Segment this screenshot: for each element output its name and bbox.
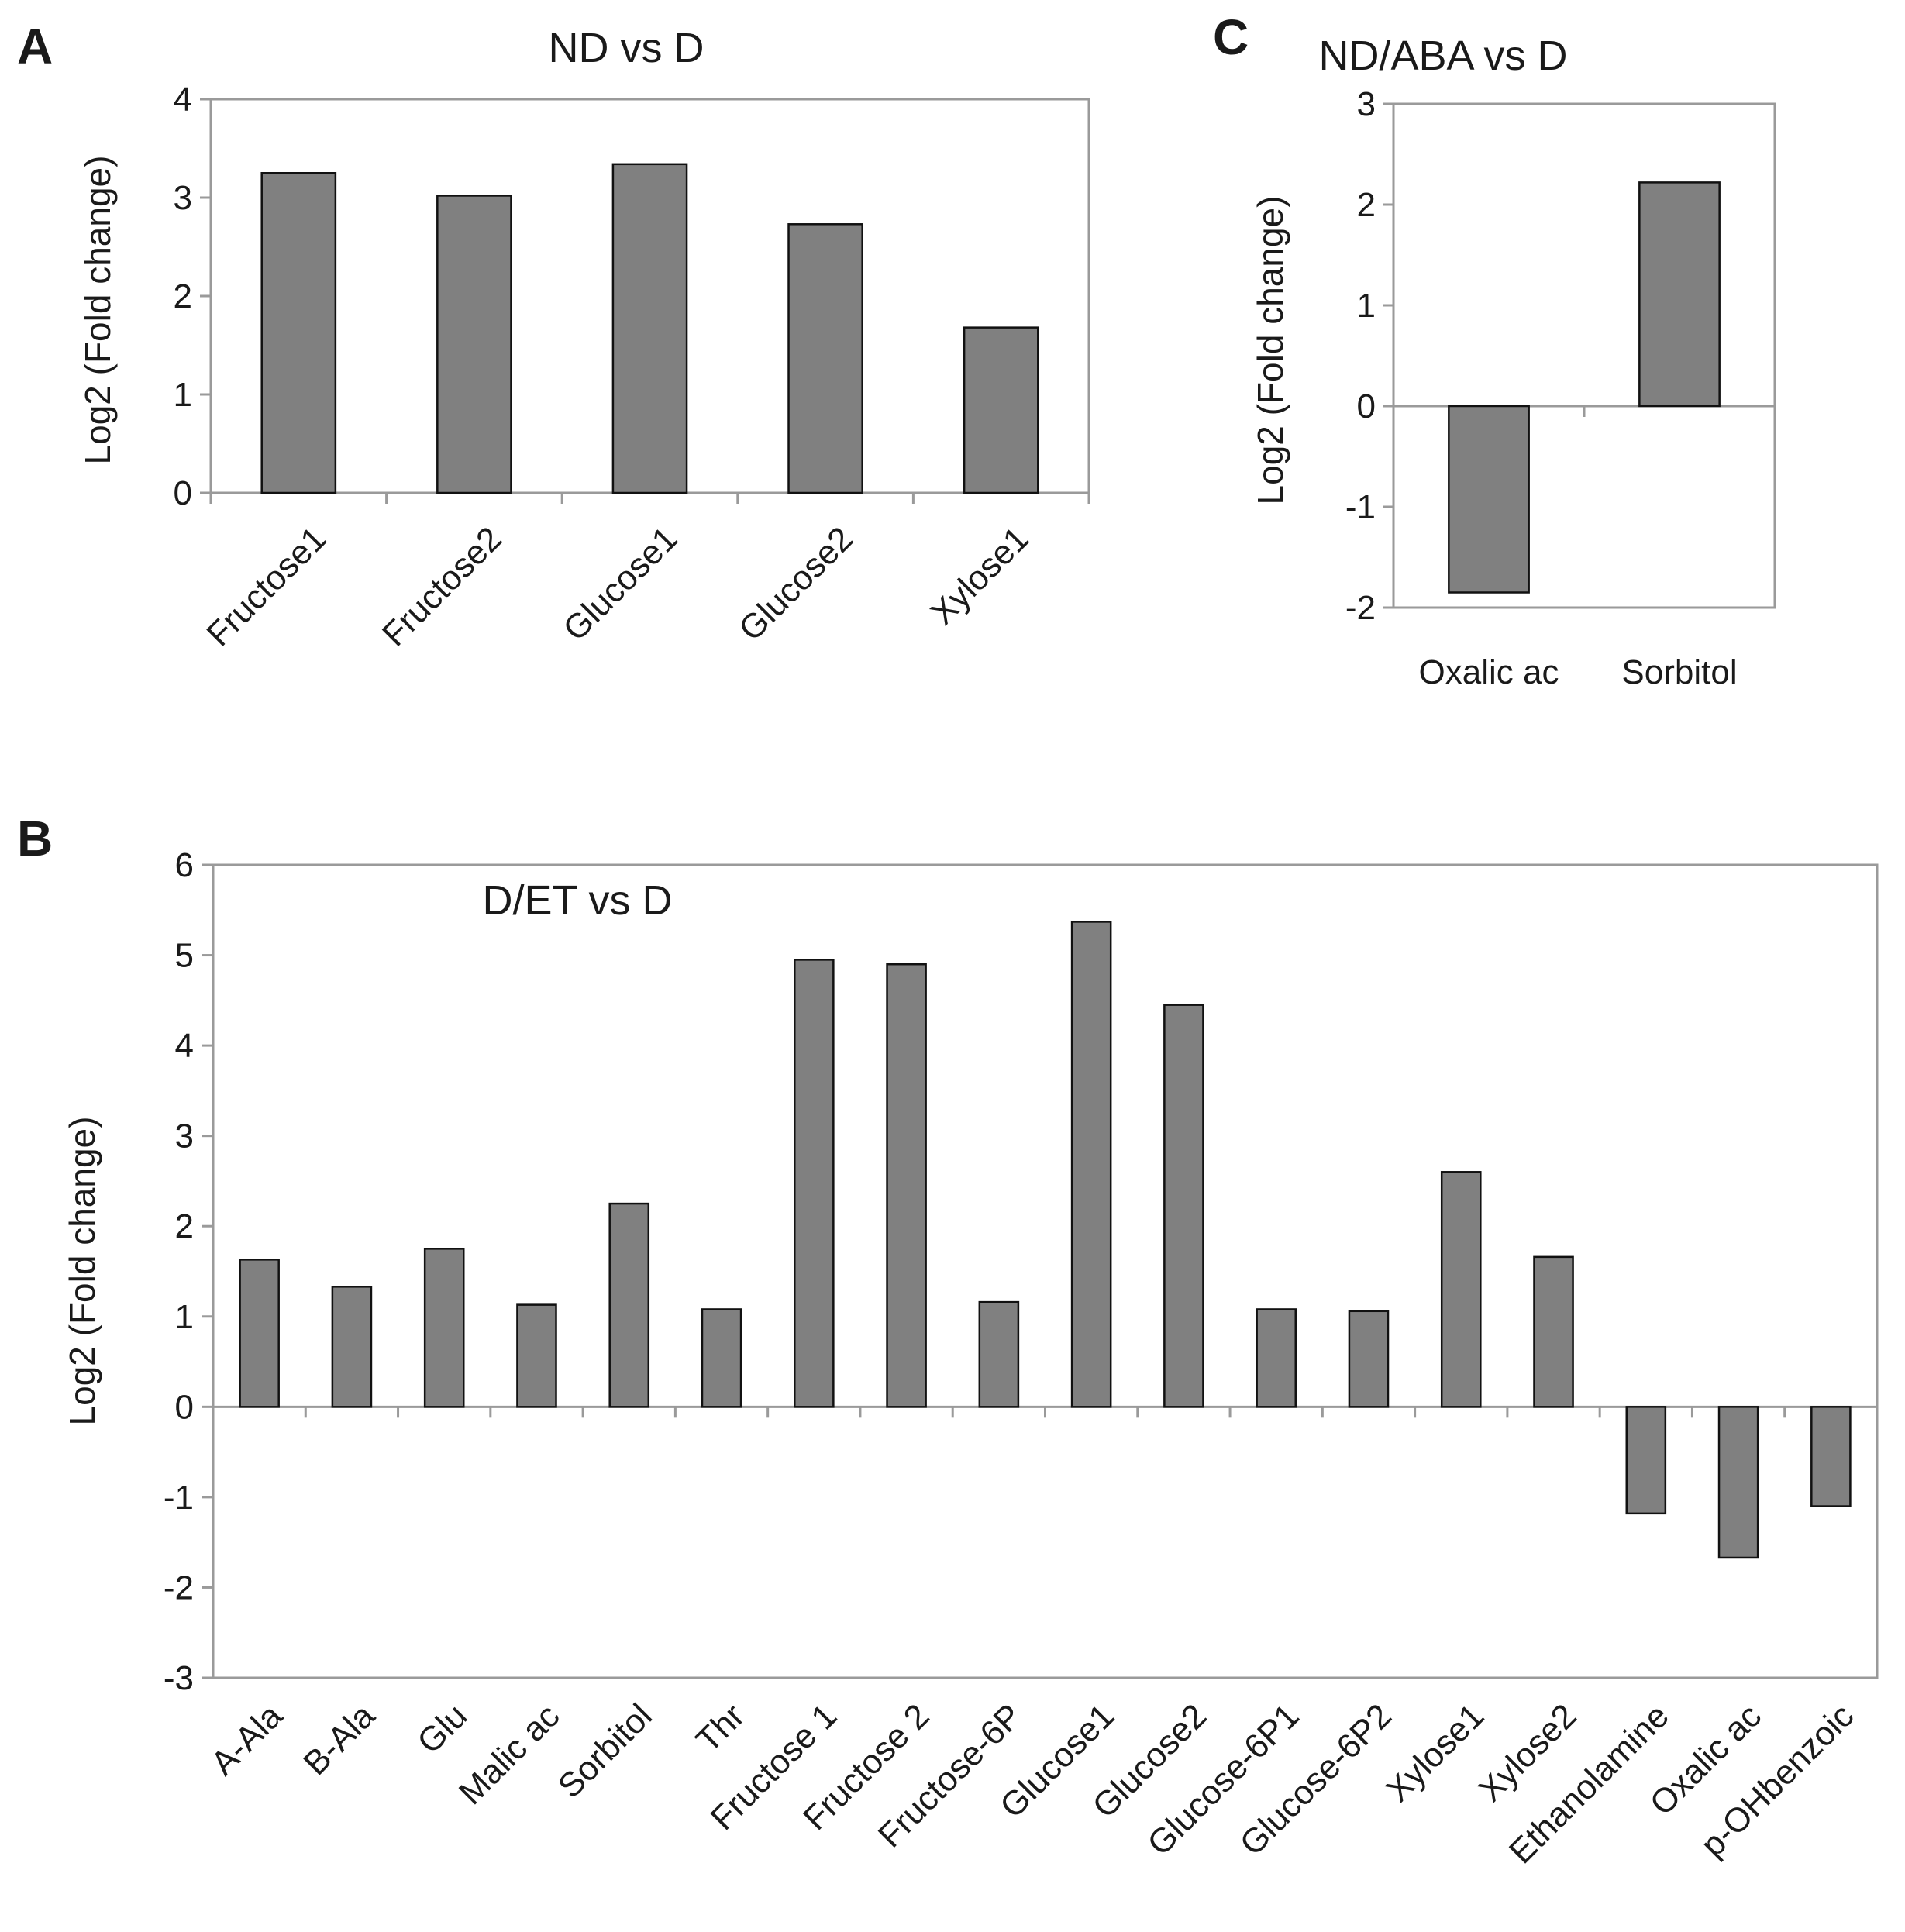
y-tick-label: 0: [174, 474, 192, 512]
bar-glucose1: [611, 163, 688, 494]
bar-xylose1: [963, 326, 1039, 494]
bar-fructose-1: [794, 959, 835, 1408]
panel-letter: A: [17, 19, 53, 74]
chart-panel-a: A ND vs D Log2 (Fold change) 0 1 2 3 4 Fructose1…: [17, 19, 1090, 653]
bar-fructose2: [436, 195, 512, 494]
y-tick-label: 2: [1357, 186, 1376, 224]
bar-xylose2: [1533, 1255, 1574, 1408]
bar-malic-ac: [516, 1303, 557, 1408]
bar-sorbitol: [1638, 181, 1721, 408]
bar-glucose-6p2: [1348, 1310, 1390, 1408]
y-tick-label: 3: [174, 179, 192, 217]
category-label: Thr: [689, 1696, 752, 1759]
bar-glu: [423, 1248, 465, 1408]
y-tick-label: 4: [174, 81, 192, 119]
y-tick-label: -2: [1345, 589, 1376, 627]
y-tick-label: -3: [164, 1659, 194, 1697]
category-label: Fructose1: [199, 519, 333, 653]
category-label: Sorbitol: [551, 1696, 660, 1805]
category-label: Ethanolamine: [1502, 1696, 1676, 1871]
bar-glucose-6p1: [1256, 1308, 1297, 1408]
y-tick-label: 0: [175, 1388, 194, 1426]
y-tick-label: -1: [1345, 488, 1376, 526]
bar-fructose-6p: [978, 1300, 1020, 1408]
category-label: Glu: [410, 1696, 474, 1761]
category-label: A-Ala: [204, 1696, 290, 1782]
category-label: Oxalic ac: [1419, 653, 1559, 691]
bar-b-ala: [331, 1286, 373, 1408]
bar-glucose1: [1070, 921, 1112, 1408]
category-label: Xylose1: [1379, 1696, 1491, 1809]
y-tick-label: 0: [1357, 387, 1376, 425]
y-tick-label: 6: [175, 846, 194, 884]
y-tick-label: 2: [175, 1207, 194, 1245]
y-axis-label: Log2 (Fold change): [1250, 196, 1290, 505]
chart-panel-b: B D/ET vs D Log2 (Fold change) -3 -2 -1 0 1 2 3 4 5…: [17, 811, 1879, 1871]
y-tick-label: 5: [175, 937, 194, 975]
y-tick-label: 4: [175, 1027, 194, 1065]
y-axis-label: Log2 (Fold change): [78, 156, 118, 465]
y-tick-label: 3: [1357, 85, 1376, 123]
category-label: Xylose1: [923, 519, 1035, 632]
y-tick-label: 3: [175, 1118, 194, 1155]
bar-xylose1: [1440, 1171, 1482, 1408]
category-label: Glucose1: [556, 519, 684, 648]
bar-p-ohbenzoic: [1810, 1406, 1852, 1507]
y-tick-label: 1: [175, 1298, 194, 1336]
chart-panel-c: C ND/ABA vs D Log2 (Fold change) -2 -1 0 1 2 3 Ox…: [1213, 9, 1776, 691]
y-tick-label: -1: [164, 1479, 194, 1517]
bar-a-ala: [239, 1259, 280, 1408]
category-label: Malic ac: [452, 1696, 567, 1812]
plot-frame: [212, 863, 1879, 1679]
bar-fructose-2: [886, 963, 927, 1408]
bar-thr: [701, 1308, 742, 1408]
category-label: Sorbitol: [1621, 653, 1737, 691]
panel-letter: B: [17, 811, 53, 866]
plot-frame: [1392, 102, 1776, 609]
bar-glucose2: [1163, 1004, 1204, 1408]
bar-oxalic-ac: [1717, 1406, 1759, 1559]
bar-glucose2: [787, 223, 863, 494]
panel-letter: C: [1213, 9, 1249, 65]
bar-ethanolamine: [1625, 1406, 1667, 1515]
y-tick-label: -2: [164, 1569, 194, 1607]
category-label: Fructose2: [375, 519, 509, 653]
chart-title: ND vs D: [549, 25, 704, 71]
y-tick-label: 1: [1357, 287, 1376, 325]
bar-fructose1: [260, 172, 337, 494]
bar-sorbitol: [608, 1202, 650, 1408]
bar-oxalic-ac: [1448, 405, 1530, 594]
chart-title: ND/ABA vs D: [1318, 33, 1567, 79]
category-label: Glucose2: [732, 519, 860, 648]
y-axis-label: Log2 (Fold change): [62, 1117, 102, 1426]
y-tick-label: 1: [174, 376, 192, 414]
chart-title: D/ET vs D: [482, 877, 672, 924]
y-tick-label: 2: [174, 277, 192, 315]
category-label: B-Ala: [296, 1696, 382, 1782]
